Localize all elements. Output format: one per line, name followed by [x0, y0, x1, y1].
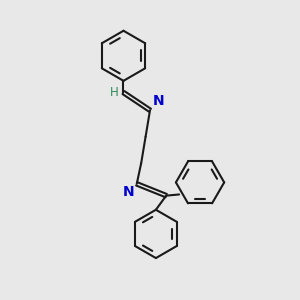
Text: N: N [123, 185, 134, 199]
Text: N: N [152, 94, 164, 108]
Text: H: H [110, 86, 118, 99]
